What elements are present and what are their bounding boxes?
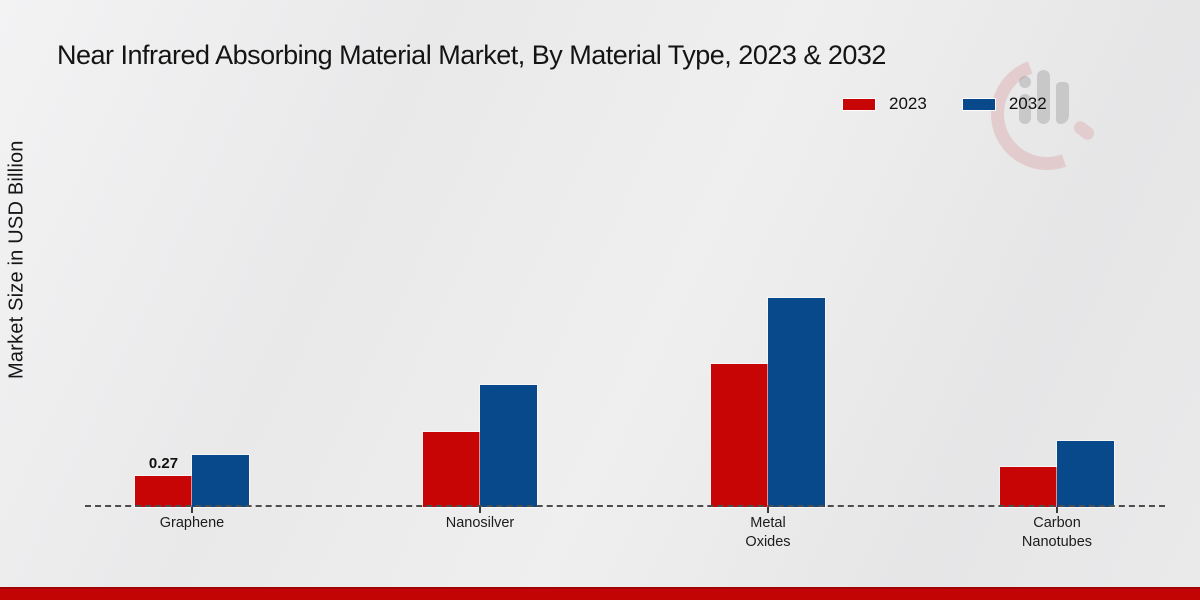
legend-label-2032: 2032 bbox=[1008, 94, 1047, 113]
chart-title: Near Infrared Absorbing Material Market,… bbox=[57, 40, 886, 70]
bar-2032-nanosilver bbox=[480, 385, 537, 507]
bottom-accent-bar bbox=[0, 587, 1200, 600]
bar-2032-metal-oxides bbox=[768, 298, 825, 507]
legend: 2023 2032 bbox=[843, 94, 1083, 114]
bar-2032-carbon-nanotubes bbox=[1057, 441, 1114, 507]
category-label-graphene: Graphene bbox=[159, 515, 225, 531]
legend-swatch-2023 bbox=[843, 98, 875, 110]
bar-2032-graphene bbox=[192, 455, 249, 507]
category-label-nanosilver: Nanosilver bbox=[445, 515, 515, 531]
category-label-metal-oxides: Metal Oxides bbox=[745, 515, 791, 550]
bar-value-label-graphene: 0.27 bbox=[148, 455, 179, 472]
bar-2023-graphene bbox=[135, 476, 192, 507]
x-axis-tick bbox=[191, 507, 193, 513]
bar-2023-metal-oxides bbox=[711, 364, 768, 507]
bar-2023-nanosilver bbox=[423, 432, 480, 507]
x-axis-tick bbox=[479, 507, 481, 513]
x-axis-tick bbox=[1056, 507, 1058, 513]
x-axis-line bbox=[85, 505, 1165, 507]
legend-swatch-2032 bbox=[962, 98, 995, 110]
legend-label-2023: 2023 bbox=[889, 94, 927, 113]
x-axis-tick bbox=[767, 507, 769, 513]
bar-2023-carbon-nanotubes bbox=[1000, 467, 1057, 507]
category-label-carbon-nanotubes: Carbon Nanotubes bbox=[1021, 515, 1093, 550]
